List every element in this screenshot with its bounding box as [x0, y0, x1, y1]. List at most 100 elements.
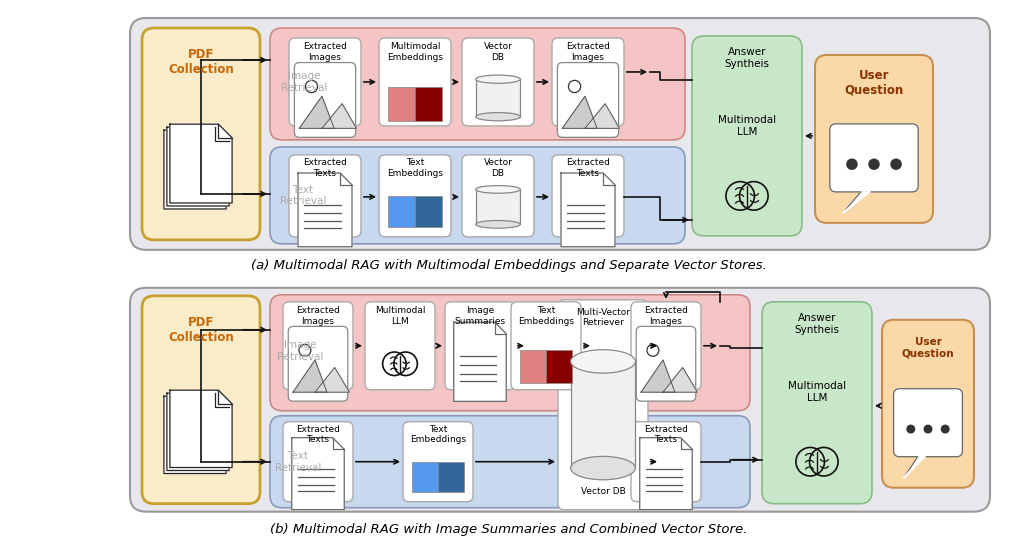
FancyBboxPatch shape: [379, 155, 451, 237]
FancyBboxPatch shape: [283, 422, 353, 501]
Bar: [438, 462, 464, 492]
Polygon shape: [293, 360, 327, 392]
FancyBboxPatch shape: [283, 302, 353, 390]
Text: Multimodal
LLM: Multimodal LLM: [718, 115, 776, 137]
Text: Extracted
Texts: Extracted Texts: [296, 425, 340, 444]
Circle shape: [891, 159, 902, 170]
Text: Multi-Vector
Retriever: Multi-Vector Retriever: [576, 308, 630, 328]
Text: Text
Embeddings: Text Embeddings: [410, 425, 466, 444]
FancyBboxPatch shape: [552, 38, 624, 126]
Polygon shape: [292, 438, 344, 509]
FancyBboxPatch shape: [270, 295, 750, 410]
Bar: [388, 196, 415, 228]
Ellipse shape: [475, 186, 520, 193]
FancyBboxPatch shape: [130, 288, 989, 512]
Polygon shape: [904, 457, 924, 478]
Text: Extracted
Texts: Extracted Texts: [566, 158, 610, 178]
Text: Extracted
Texts: Extracted Texts: [303, 158, 347, 178]
FancyBboxPatch shape: [289, 155, 361, 237]
Text: Vector
DB: Vector DB: [484, 158, 512, 178]
Bar: [415, 87, 442, 121]
FancyBboxPatch shape: [631, 422, 701, 501]
Text: Text
Embeddings: Text Embeddings: [387, 158, 443, 178]
Text: (a) Multimodal RAG with Multimodal Embeddings and Separate Vector Stores.: (a) Multimodal RAG with Multimodal Embed…: [251, 259, 767, 272]
Text: Multimodal
Embeddings: Multimodal Embeddings: [387, 43, 443, 62]
Polygon shape: [641, 360, 675, 392]
Text: Text
Retrieval: Text Retrieval: [275, 451, 322, 472]
Text: Text
Embeddings: Text Embeddings: [518, 306, 574, 325]
Circle shape: [923, 424, 932, 434]
Bar: [388, 87, 415, 121]
FancyBboxPatch shape: [403, 422, 473, 501]
FancyBboxPatch shape: [762, 302, 872, 504]
Text: Multimodal
LLM: Multimodal LLM: [375, 306, 426, 325]
Circle shape: [846, 159, 858, 170]
Text: Vector
DB: Vector DB: [484, 43, 512, 62]
Ellipse shape: [475, 112, 520, 121]
FancyBboxPatch shape: [815, 55, 934, 223]
FancyBboxPatch shape: [270, 28, 685, 140]
Circle shape: [906, 424, 915, 434]
FancyBboxPatch shape: [636, 327, 695, 401]
Bar: [546, 350, 572, 384]
FancyBboxPatch shape: [270, 147, 685, 244]
Text: Extracted
Texts: Extracted Texts: [644, 425, 688, 444]
FancyBboxPatch shape: [882, 320, 974, 487]
Ellipse shape: [571, 456, 635, 480]
Polygon shape: [315, 367, 349, 392]
Text: Extracted
Images: Extracted Images: [296, 306, 340, 325]
FancyBboxPatch shape: [270, 416, 750, 508]
FancyBboxPatch shape: [130, 18, 989, 250]
FancyBboxPatch shape: [830, 124, 918, 192]
Bar: [520, 350, 546, 384]
Polygon shape: [170, 124, 232, 203]
Text: Answer
Syntheis: Answer Syntheis: [725, 47, 770, 69]
Bar: [475, 189, 520, 224]
FancyBboxPatch shape: [894, 389, 962, 457]
Text: User
Question: User Question: [844, 69, 904, 97]
FancyBboxPatch shape: [294, 62, 355, 137]
FancyBboxPatch shape: [558, 62, 619, 137]
Text: (b) Multimodal RAG with Image Summaries and Combined Vector Store.: (b) Multimodal RAG with Image Summaries …: [271, 523, 747, 536]
Text: Extracted
Images: Extracted Images: [303, 43, 347, 62]
FancyBboxPatch shape: [365, 302, 435, 390]
Polygon shape: [170, 390, 232, 468]
Text: Extracted
Images: Extracted Images: [644, 306, 688, 325]
Ellipse shape: [475, 221, 520, 228]
Text: Answer
Syntheis: Answer Syntheis: [794, 313, 840, 335]
Polygon shape: [562, 96, 598, 129]
Polygon shape: [843, 192, 869, 213]
Polygon shape: [561, 173, 615, 247]
Bar: [415, 196, 442, 228]
Polygon shape: [167, 393, 229, 471]
FancyBboxPatch shape: [142, 28, 260, 240]
FancyBboxPatch shape: [462, 155, 534, 237]
Text: Image
Retrieval: Image Retrieval: [277, 340, 323, 362]
Polygon shape: [164, 396, 226, 473]
Text: PDF
Collection: PDF Collection: [168, 316, 234, 344]
Ellipse shape: [571, 350, 635, 373]
Text: Text
Retrieval: Text Retrieval: [280, 185, 326, 206]
Bar: [411, 462, 438, 492]
FancyBboxPatch shape: [631, 302, 701, 390]
Text: Image
Retrieval: Image Retrieval: [281, 71, 327, 93]
Polygon shape: [299, 96, 334, 129]
Polygon shape: [663, 367, 697, 392]
Ellipse shape: [475, 75, 520, 83]
Polygon shape: [585, 104, 619, 129]
FancyBboxPatch shape: [142, 296, 260, 504]
Polygon shape: [298, 173, 352, 247]
Polygon shape: [454, 322, 506, 401]
Text: Multimodal
LLM: Multimodal LLM: [788, 381, 846, 402]
FancyBboxPatch shape: [552, 155, 624, 237]
Polygon shape: [164, 130, 226, 209]
FancyBboxPatch shape: [379, 38, 451, 126]
Polygon shape: [167, 127, 229, 206]
Bar: [475, 79, 520, 117]
Text: PDF
Collection: PDF Collection: [168, 48, 234, 76]
Circle shape: [868, 159, 880, 170]
Polygon shape: [322, 104, 356, 129]
FancyBboxPatch shape: [289, 38, 361, 126]
FancyBboxPatch shape: [462, 38, 534, 126]
FancyBboxPatch shape: [445, 302, 515, 390]
